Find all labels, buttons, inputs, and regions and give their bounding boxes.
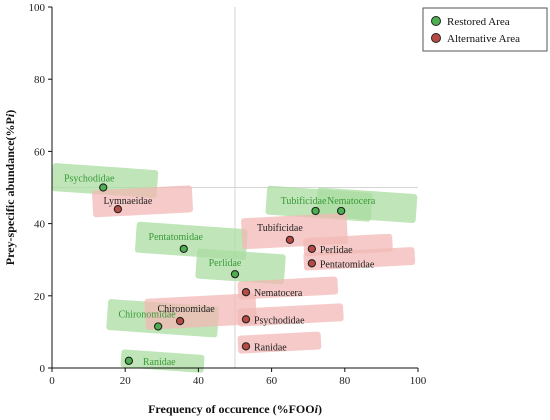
data-point-label: Tubificidae	[257, 223, 303, 234]
data-point-label: Lymnaeidae	[103, 196, 152, 207]
data-point	[153, 322, 163, 331]
data-point-label: Ranidae	[254, 342, 287, 353]
data-point-label: Perlidae	[320, 245, 353, 256]
data-point-label: Pentatomidae	[149, 232, 204, 243]
y-tick-label: 80	[34, 74, 46, 86]
legend-box	[422, 7, 548, 52]
data-points: Psychodidae Pentatomidae Perlidae Chironomi…	[64, 174, 376, 368]
label-group-background	[120, 349, 205, 373]
x-tick-label: 60	[266, 375, 278, 387]
x-axis-title: Frequency of occurence (%FOOi)	[148, 402, 322, 416]
data-point	[241, 315, 251, 324]
label-group-background	[303, 247, 416, 271]
y-axis-title: Prey-specific abundance(%Pi)	[3, 110, 17, 265]
y-tick-label: 100	[29, 2, 46, 14]
label-group-background	[237, 331, 322, 354]
data-point	[285, 235, 295, 244]
data-point	[241, 342, 251, 351]
data-point	[241, 288, 251, 297]
legend-label-restored: Restored Area	[447, 16, 510, 28]
data-point	[99, 183, 108, 192]
label-group-background	[237, 303, 344, 327]
data-point-label: Ranidae	[143, 357, 176, 368]
point-groups	[51, 163, 418, 373]
data-point	[336, 206, 346, 216]
label-group-background	[195, 248, 286, 285]
data-point-label: Pentatomidae	[320, 259, 375, 270]
x-tick-label: 20	[120, 375, 132, 387]
legend: Restored Area Alternative Area	[422, 7, 548, 52]
x-tick-label: 0	[49, 375, 55, 387]
data-point-label: Chironomidae	[119, 309, 177, 320]
data-point	[113, 205, 123, 214]
data-point	[230, 269, 240, 279]
data-point-label: Tubificidae	[281, 196, 327, 207]
legend-label-alternative: Alternative Area	[447, 33, 520, 45]
x-tick-label: 100	[410, 375, 427, 387]
label-group-background	[237, 276, 339, 300]
data-point-label: Nematocera	[254, 288, 303, 299]
x-tick-label: 40	[193, 375, 205, 387]
x-tick-label: 80	[339, 375, 351, 387]
y-tick-label: 0	[40, 363, 46, 375]
y-tick-label: 60	[34, 146, 46, 158]
legend-marker-alternative	[431, 33, 441, 43]
data-point-label: Psychodidae	[64, 174, 115, 185]
data-point	[307, 259, 317, 268]
legend-marker-restored	[431, 16, 441, 26]
data-point	[124, 356, 134, 365]
data-point	[175, 316, 185, 326]
y-tick-label: 20	[34, 291, 46, 303]
data-point-label: Psychodidae	[254, 315, 305, 326]
y-tick-label: 40	[34, 219, 46, 231]
data-point-label: Chironomidae	[157, 304, 215, 315]
data-point	[179, 244, 188, 254]
data-point	[311, 206, 320, 216]
data-point-label: Nematocera	[327, 196, 376, 207]
label-group-background	[144, 293, 257, 330]
data-point-label: Perlidae	[209, 258, 242, 269]
data-point	[307, 244, 317, 254]
axes: 0 20 40 60 80 100 0 20 40 60 80 100	[29, 2, 427, 387]
